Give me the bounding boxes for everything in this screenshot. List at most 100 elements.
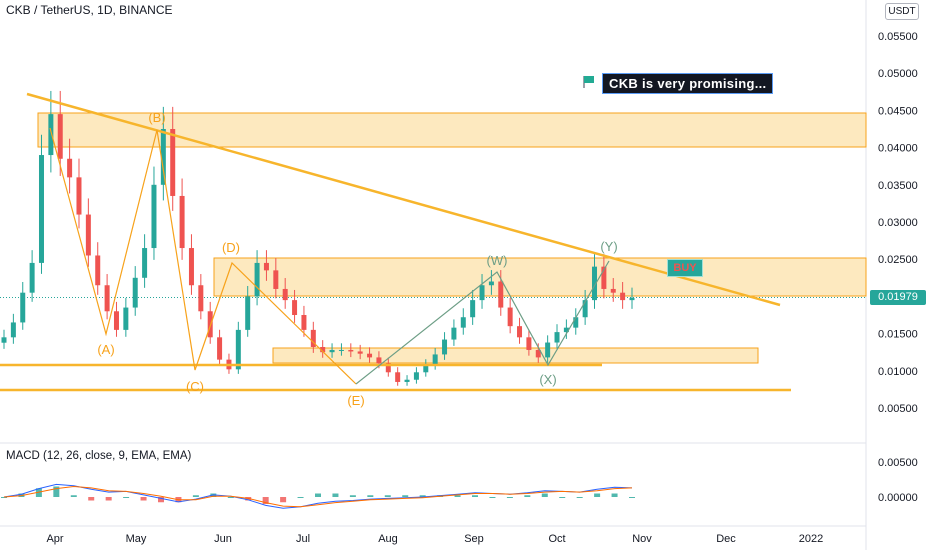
x-tick-label: May xyxy=(126,533,147,545)
price-axis[interactable]: 0.05500 0.05000 0.04500 0.04000 0.03500 0.030… xyxy=(878,31,918,415)
candle-body xyxy=(48,114,54,156)
wave-path-wxy[interactable] xyxy=(355,260,610,385)
candle-body xyxy=(470,300,476,318)
x-tick-label: Jun xyxy=(214,533,232,545)
x-tick-label: Jul xyxy=(296,533,310,545)
macd-histogram-bar xyxy=(140,497,147,501)
macd-histogram-bar xyxy=(297,497,304,498)
wave-label-b: (B) xyxy=(148,110,165,125)
currency-button[interactable]: USDT xyxy=(885,3,919,20)
candle-body xyxy=(507,307,513,327)
macd-histogram-bar xyxy=(53,486,60,497)
macd-histogram-bar xyxy=(489,497,496,498)
candle-body xyxy=(170,129,176,196)
candle-body xyxy=(592,266,598,301)
macd-line xyxy=(3,483,633,509)
y-tick-label: 0.03000 xyxy=(878,217,918,229)
candle-body xyxy=(629,297,635,301)
macd-indicator-label[interactable]: MACD (12, 26, close, 9, EMA, EMA) xyxy=(6,450,192,462)
candle-body xyxy=(235,329,241,370)
candle-body xyxy=(151,184,157,249)
candle-body xyxy=(132,277,138,308)
wave-label-y: (Y) xyxy=(600,239,617,254)
macd-histogram-bar xyxy=(402,495,409,497)
candle-body xyxy=(1,337,7,343)
y-tick-label: 0.05000 xyxy=(878,68,918,80)
wave-label-w: (W) xyxy=(487,253,508,268)
macd-histogram-bar xyxy=(349,495,356,497)
macd-histogram-bar xyxy=(472,495,478,497)
candle-body xyxy=(188,248,194,286)
y-tick-label: 0.04000 xyxy=(878,143,918,155)
macd-tick-label: 0.00000 xyxy=(878,492,918,504)
candle-body xyxy=(554,332,560,343)
macd-histogram-bar xyxy=(105,497,112,501)
candle-body xyxy=(376,357,382,364)
candle-body xyxy=(413,372,419,380)
x-tick-label: Dec xyxy=(716,533,736,545)
buy-marker[interactable]: BUY xyxy=(667,259,703,277)
x-tick-label: Oct xyxy=(548,533,565,545)
x-tick-label: Apr xyxy=(46,533,63,545)
current-price-tag: 0.01979 xyxy=(870,290,926,305)
y-tick-label: 0.04500 xyxy=(878,105,918,117)
wave-label-c: (C) xyxy=(186,379,204,394)
macd-axis: 0.00500 0.00000 xyxy=(878,457,918,504)
candle-body xyxy=(20,292,26,323)
macd-histogram-bar xyxy=(629,497,635,498)
candle-body xyxy=(610,288,616,293)
candle-body xyxy=(338,349,344,351)
resistance-zone-middle[interactable] xyxy=(213,257,867,297)
candle-body xyxy=(432,354,438,365)
x-tick-label: Sep xyxy=(464,533,484,545)
candle-body xyxy=(160,129,166,185)
candle-body xyxy=(601,266,607,289)
y-tick-label: 0.03500 xyxy=(878,180,918,192)
y-tick-label: 0.01000 xyxy=(878,366,918,378)
x-tick-label: Nov xyxy=(632,533,652,545)
candle-series xyxy=(1,90,635,386)
candle-body xyxy=(488,281,494,286)
time-axis[interactable]: Apr May Jun Jul Aug Sep Oct Nov Dec 2022 xyxy=(46,533,823,545)
wave-path-abcde[interactable] xyxy=(49,127,357,385)
candle-body xyxy=(301,315,307,330)
candle-body xyxy=(460,317,466,328)
candle-body xyxy=(179,195,185,249)
support-zone-lower[interactable] xyxy=(272,347,759,364)
candle-body xyxy=(273,270,279,289)
candle-body xyxy=(498,281,504,308)
macd-histogram-bar xyxy=(70,495,77,497)
candle-body xyxy=(10,322,16,338)
macd-histogram-bar xyxy=(315,493,321,497)
candle-body xyxy=(620,292,626,301)
macd-histogram-bar xyxy=(1,497,7,498)
macd-histogram-bar xyxy=(280,497,287,503)
candle-body xyxy=(545,342,551,358)
chart-note[interactable]: CKB is very promising... xyxy=(602,73,774,94)
macd-histogram-bar xyxy=(541,493,548,497)
wave-label-a: (A) xyxy=(97,342,114,357)
macd-histogram-bar xyxy=(367,495,374,497)
candle-body xyxy=(85,214,91,256)
candle-body xyxy=(292,300,298,315)
macd-histogram-bar xyxy=(419,495,426,497)
candle-body xyxy=(29,262,35,293)
chart-title: CKB / TetherUS, 1D, BINANCE xyxy=(6,3,173,17)
candle-body xyxy=(282,288,288,301)
resistance-zone-top[interactable] xyxy=(37,112,867,148)
candle-body xyxy=(263,262,269,271)
candle-body xyxy=(217,337,223,360)
candle-body xyxy=(367,353,373,358)
y-tick-label: 0.01500 xyxy=(878,329,918,341)
signal-line xyxy=(3,485,633,508)
candle-body xyxy=(245,296,251,330)
macd-histogram-bar xyxy=(158,497,164,503)
descending-trendline[interactable] xyxy=(26,92,781,307)
macd-histogram-bar xyxy=(506,497,513,498)
candle-body xyxy=(357,351,363,354)
candle-body xyxy=(76,177,82,215)
candle-body xyxy=(535,349,541,358)
candle-body xyxy=(254,262,260,297)
y-tick-label: 0.02500 xyxy=(878,254,918,266)
